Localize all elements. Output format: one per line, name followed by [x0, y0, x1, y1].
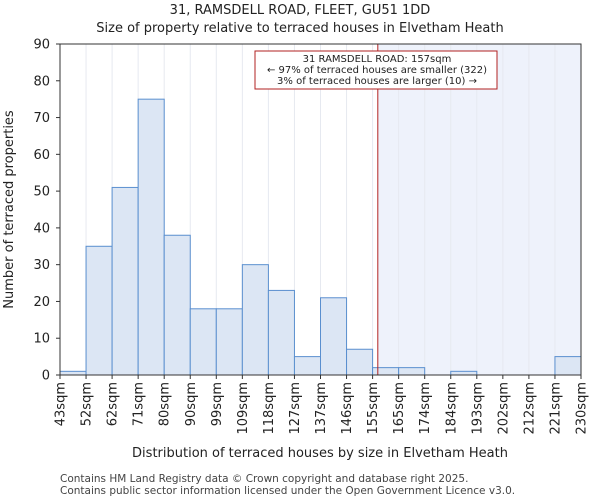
- y-tick-label: 50: [33, 185, 50, 200]
- x-tick-label: 90sqm: [184, 382, 199, 426]
- histogram-bar: [372, 367, 400, 376]
- y-tick-label: 90: [33, 38, 50, 53]
- histogram-bar: [163, 234, 191, 376]
- y-tick-label: 0: [42, 369, 50, 384]
- x-tick-label: 184sqm: [444, 382, 459, 435]
- x-tick-label: 155sqm: [366, 382, 381, 435]
- x-axis-label: Distribution of terraced houses by size …: [132, 446, 508, 461]
- x-tick-label: 52sqm: [80, 382, 95, 426]
- x-tick-label: 230sqm: [575, 382, 590, 435]
- histogram-bar: [346, 348, 374, 376]
- histogram-bar: [59, 370, 87, 376]
- y-axis-label: Number of terraced properties: [2, 110, 17, 309]
- x-tick-label: 221sqm: [548, 382, 563, 435]
- annotation-line-1: 31 RAMSDELL ROAD: 157sqm: [303, 54, 452, 65]
- x-tick-label: 99sqm: [210, 382, 225, 426]
- annotation-line-3: 3% of terraced houses are larger (10) →: [277, 76, 477, 87]
- histogram-bar: [398, 367, 426, 376]
- y-tick-label: 10: [33, 332, 50, 347]
- x-tick-label: 80sqm: [158, 382, 173, 426]
- x-tick-label: 193sqm: [470, 382, 485, 435]
- x-tick-label: 62sqm: [106, 382, 121, 426]
- y-tick-label: 60: [33, 148, 50, 163]
- annotation-box: [254, 50, 498, 90]
- x-tick-label: 202sqm: [496, 382, 511, 435]
- y-tick-label: 40: [33, 221, 50, 236]
- x-tick-label: 165sqm: [392, 382, 407, 435]
- annotation-line-2: ← 97% of terraced houses are smaller (32…: [267, 65, 487, 76]
- histogram-bar: [137, 98, 165, 376]
- chart-subtitle: Size of property relative to terraced ho…: [96, 21, 503, 36]
- footer-licence: Contains public sector information licen…: [60, 485, 515, 497]
- histogram-bar: [189, 308, 217, 376]
- histogram-bar: [554, 356, 582, 376]
- histogram-bar: [111, 186, 139, 376]
- y-tick-label: 80: [33, 74, 50, 89]
- histogram-bar: [267, 289, 295, 376]
- chart-title: 31, RAMSDELL ROAD, FLEET, GU51 1DD: [170, 3, 431, 18]
- x-tick-label: 71sqm: [132, 382, 147, 426]
- x-tick-label: 118sqm: [262, 382, 277, 435]
- x-tick-label: 127sqm: [288, 382, 303, 435]
- footer-copyright: Contains HM Land Registry data © Crown c…: [60, 473, 468, 485]
- larger-region-shading: [377, 44, 581, 375]
- histogram-bar: [293, 356, 322, 376]
- y-tick-label: 70: [33, 111, 50, 126]
- y-tick-label: 20: [33, 295, 50, 310]
- y-tick-label: 30: [33, 258, 50, 273]
- x-tick-label: 137sqm: [314, 382, 329, 435]
- histogram-bar: [241, 264, 269, 376]
- x-tick-label: 146sqm: [340, 382, 355, 435]
- histogram-bar: [320, 297, 348, 376]
- histogram-bar: [450, 370, 478, 376]
- x-tick-label: 43sqm: [54, 382, 69, 426]
- marker-annotation: 31 RAMSDELL ROAD: 157sqm ← 97% of terrac…: [254, 50, 498, 90]
- x-tick-label: 174sqm: [418, 382, 433, 435]
- x-tick-label: 109sqm: [236, 382, 251, 435]
- histogram-bar: [85, 245, 113, 376]
- x-tick-label: 212sqm: [522, 382, 537, 435]
- histogram-bar: [215, 308, 243, 376]
